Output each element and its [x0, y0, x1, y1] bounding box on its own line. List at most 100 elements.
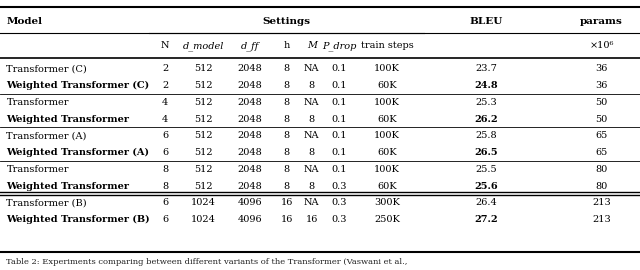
Text: 8: 8 — [308, 148, 315, 157]
Text: 25.3: 25.3 — [476, 98, 497, 107]
Text: 8: 8 — [308, 181, 315, 191]
Text: M: M — [307, 41, 317, 50]
Text: 213: 213 — [592, 198, 611, 207]
Text: 60K: 60K — [378, 148, 397, 157]
Text: d_ff: d_ff — [241, 41, 259, 51]
Text: NA: NA — [304, 198, 319, 207]
Text: h: h — [284, 41, 290, 50]
Text: 250K: 250K — [374, 215, 400, 224]
Text: 0.1: 0.1 — [332, 165, 347, 174]
Text: 512: 512 — [194, 64, 213, 73]
Text: 8: 8 — [284, 181, 290, 191]
Text: 27.2: 27.2 — [475, 215, 498, 224]
Text: 8: 8 — [284, 81, 290, 90]
Text: 8: 8 — [308, 114, 315, 124]
Text: train steps: train steps — [361, 41, 413, 50]
Text: Table 2: Experiments comparing between different variants of the Transformer (Va: Table 2: Experiments comparing between d… — [6, 258, 408, 266]
Text: 0.1: 0.1 — [332, 131, 347, 140]
Text: Transformer: Transformer — [6, 165, 69, 174]
Text: 23.7: 23.7 — [476, 64, 497, 73]
Text: 512: 512 — [194, 131, 213, 140]
Text: 8: 8 — [284, 148, 290, 157]
Text: d_model: d_model — [183, 41, 224, 51]
Text: 8: 8 — [284, 64, 290, 73]
Text: 2048: 2048 — [237, 114, 262, 124]
Text: Transformer (B): Transformer (B) — [6, 198, 87, 207]
Text: 2048: 2048 — [237, 181, 262, 191]
Text: 2048: 2048 — [237, 148, 262, 157]
Text: Weighted Transformer (C): Weighted Transformer (C) — [6, 81, 150, 90]
Text: 0.3: 0.3 — [332, 198, 347, 207]
Text: 6: 6 — [162, 131, 168, 140]
Text: 100K: 100K — [374, 131, 400, 140]
Text: 100K: 100K — [374, 165, 400, 174]
Text: 4096: 4096 — [237, 215, 262, 224]
Text: Weighted Transformer (A): Weighted Transformer (A) — [6, 148, 149, 157]
Text: 6: 6 — [162, 198, 168, 207]
Text: Transformer: Transformer — [6, 98, 69, 107]
Text: 4: 4 — [162, 98, 168, 107]
Text: 80: 80 — [595, 165, 608, 174]
Text: Weighted Transformer: Weighted Transformer — [6, 114, 129, 124]
Text: 2048: 2048 — [237, 64, 262, 73]
Text: 65: 65 — [595, 131, 608, 140]
Text: Weighted Transformer (B): Weighted Transformer (B) — [6, 215, 150, 224]
Text: 2048: 2048 — [237, 98, 262, 107]
Text: 8: 8 — [162, 181, 168, 191]
Text: Settings: Settings — [263, 17, 311, 26]
Text: 50: 50 — [595, 98, 608, 107]
Text: Transformer (A): Transformer (A) — [6, 131, 87, 140]
Text: 512: 512 — [194, 114, 213, 124]
Text: 0.1: 0.1 — [332, 114, 347, 124]
Text: 6: 6 — [162, 215, 168, 224]
Text: 2: 2 — [162, 64, 168, 73]
Text: 25.6: 25.6 — [475, 181, 498, 191]
Text: NA: NA — [304, 64, 319, 73]
Text: 36: 36 — [595, 81, 608, 90]
Text: 25.8: 25.8 — [476, 131, 497, 140]
Text: 2048: 2048 — [237, 81, 262, 90]
Text: 16: 16 — [280, 215, 293, 224]
Text: 0.1: 0.1 — [332, 98, 347, 107]
Text: 300K: 300K — [374, 198, 400, 207]
Text: ×10⁶: ×10⁶ — [589, 41, 614, 50]
Text: 4: 4 — [162, 114, 168, 124]
Text: N: N — [161, 41, 170, 50]
Text: 60K: 60K — [378, 181, 397, 191]
Text: Transformer (C): Transformer (C) — [6, 64, 87, 73]
Text: NA: NA — [304, 131, 319, 140]
Text: 6: 6 — [162, 148, 168, 157]
Text: 2: 2 — [162, 81, 168, 90]
Text: 36: 36 — [595, 64, 608, 73]
Text: 8: 8 — [284, 98, 290, 107]
Text: 100K: 100K — [374, 64, 400, 73]
Text: 512: 512 — [194, 148, 213, 157]
Text: Weighted Transformer: Weighted Transformer — [6, 181, 129, 191]
Text: 512: 512 — [194, 98, 213, 107]
Text: 0.1: 0.1 — [332, 81, 347, 90]
Text: 1024: 1024 — [191, 215, 216, 224]
Text: 26.5: 26.5 — [475, 148, 498, 157]
Text: 2048: 2048 — [237, 131, 262, 140]
Text: 80: 80 — [595, 181, 608, 191]
Text: 8: 8 — [284, 114, 290, 124]
Text: 100K: 100K — [374, 98, 400, 107]
Text: 25.5: 25.5 — [476, 165, 497, 174]
Text: 16: 16 — [280, 198, 293, 207]
Text: BLEU: BLEU — [470, 17, 503, 26]
Text: 50: 50 — [595, 114, 608, 124]
Text: 8: 8 — [284, 131, 290, 140]
Text: 512: 512 — [194, 181, 213, 191]
Text: P_drop: P_drop — [322, 41, 356, 51]
Text: 2048: 2048 — [237, 165, 262, 174]
Text: 213: 213 — [592, 215, 611, 224]
Text: 16: 16 — [305, 215, 318, 224]
Text: 26.2: 26.2 — [475, 114, 498, 124]
Text: 24.8: 24.8 — [475, 81, 498, 90]
Text: 0.1: 0.1 — [332, 148, 347, 157]
Text: 26.4: 26.4 — [476, 198, 497, 207]
Text: 65: 65 — [595, 148, 608, 157]
Text: 512: 512 — [194, 165, 213, 174]
Text: 8: 8 — [162, 165, 168, 174]
Text: 512: 512 — [194, 81, 213, 90]
